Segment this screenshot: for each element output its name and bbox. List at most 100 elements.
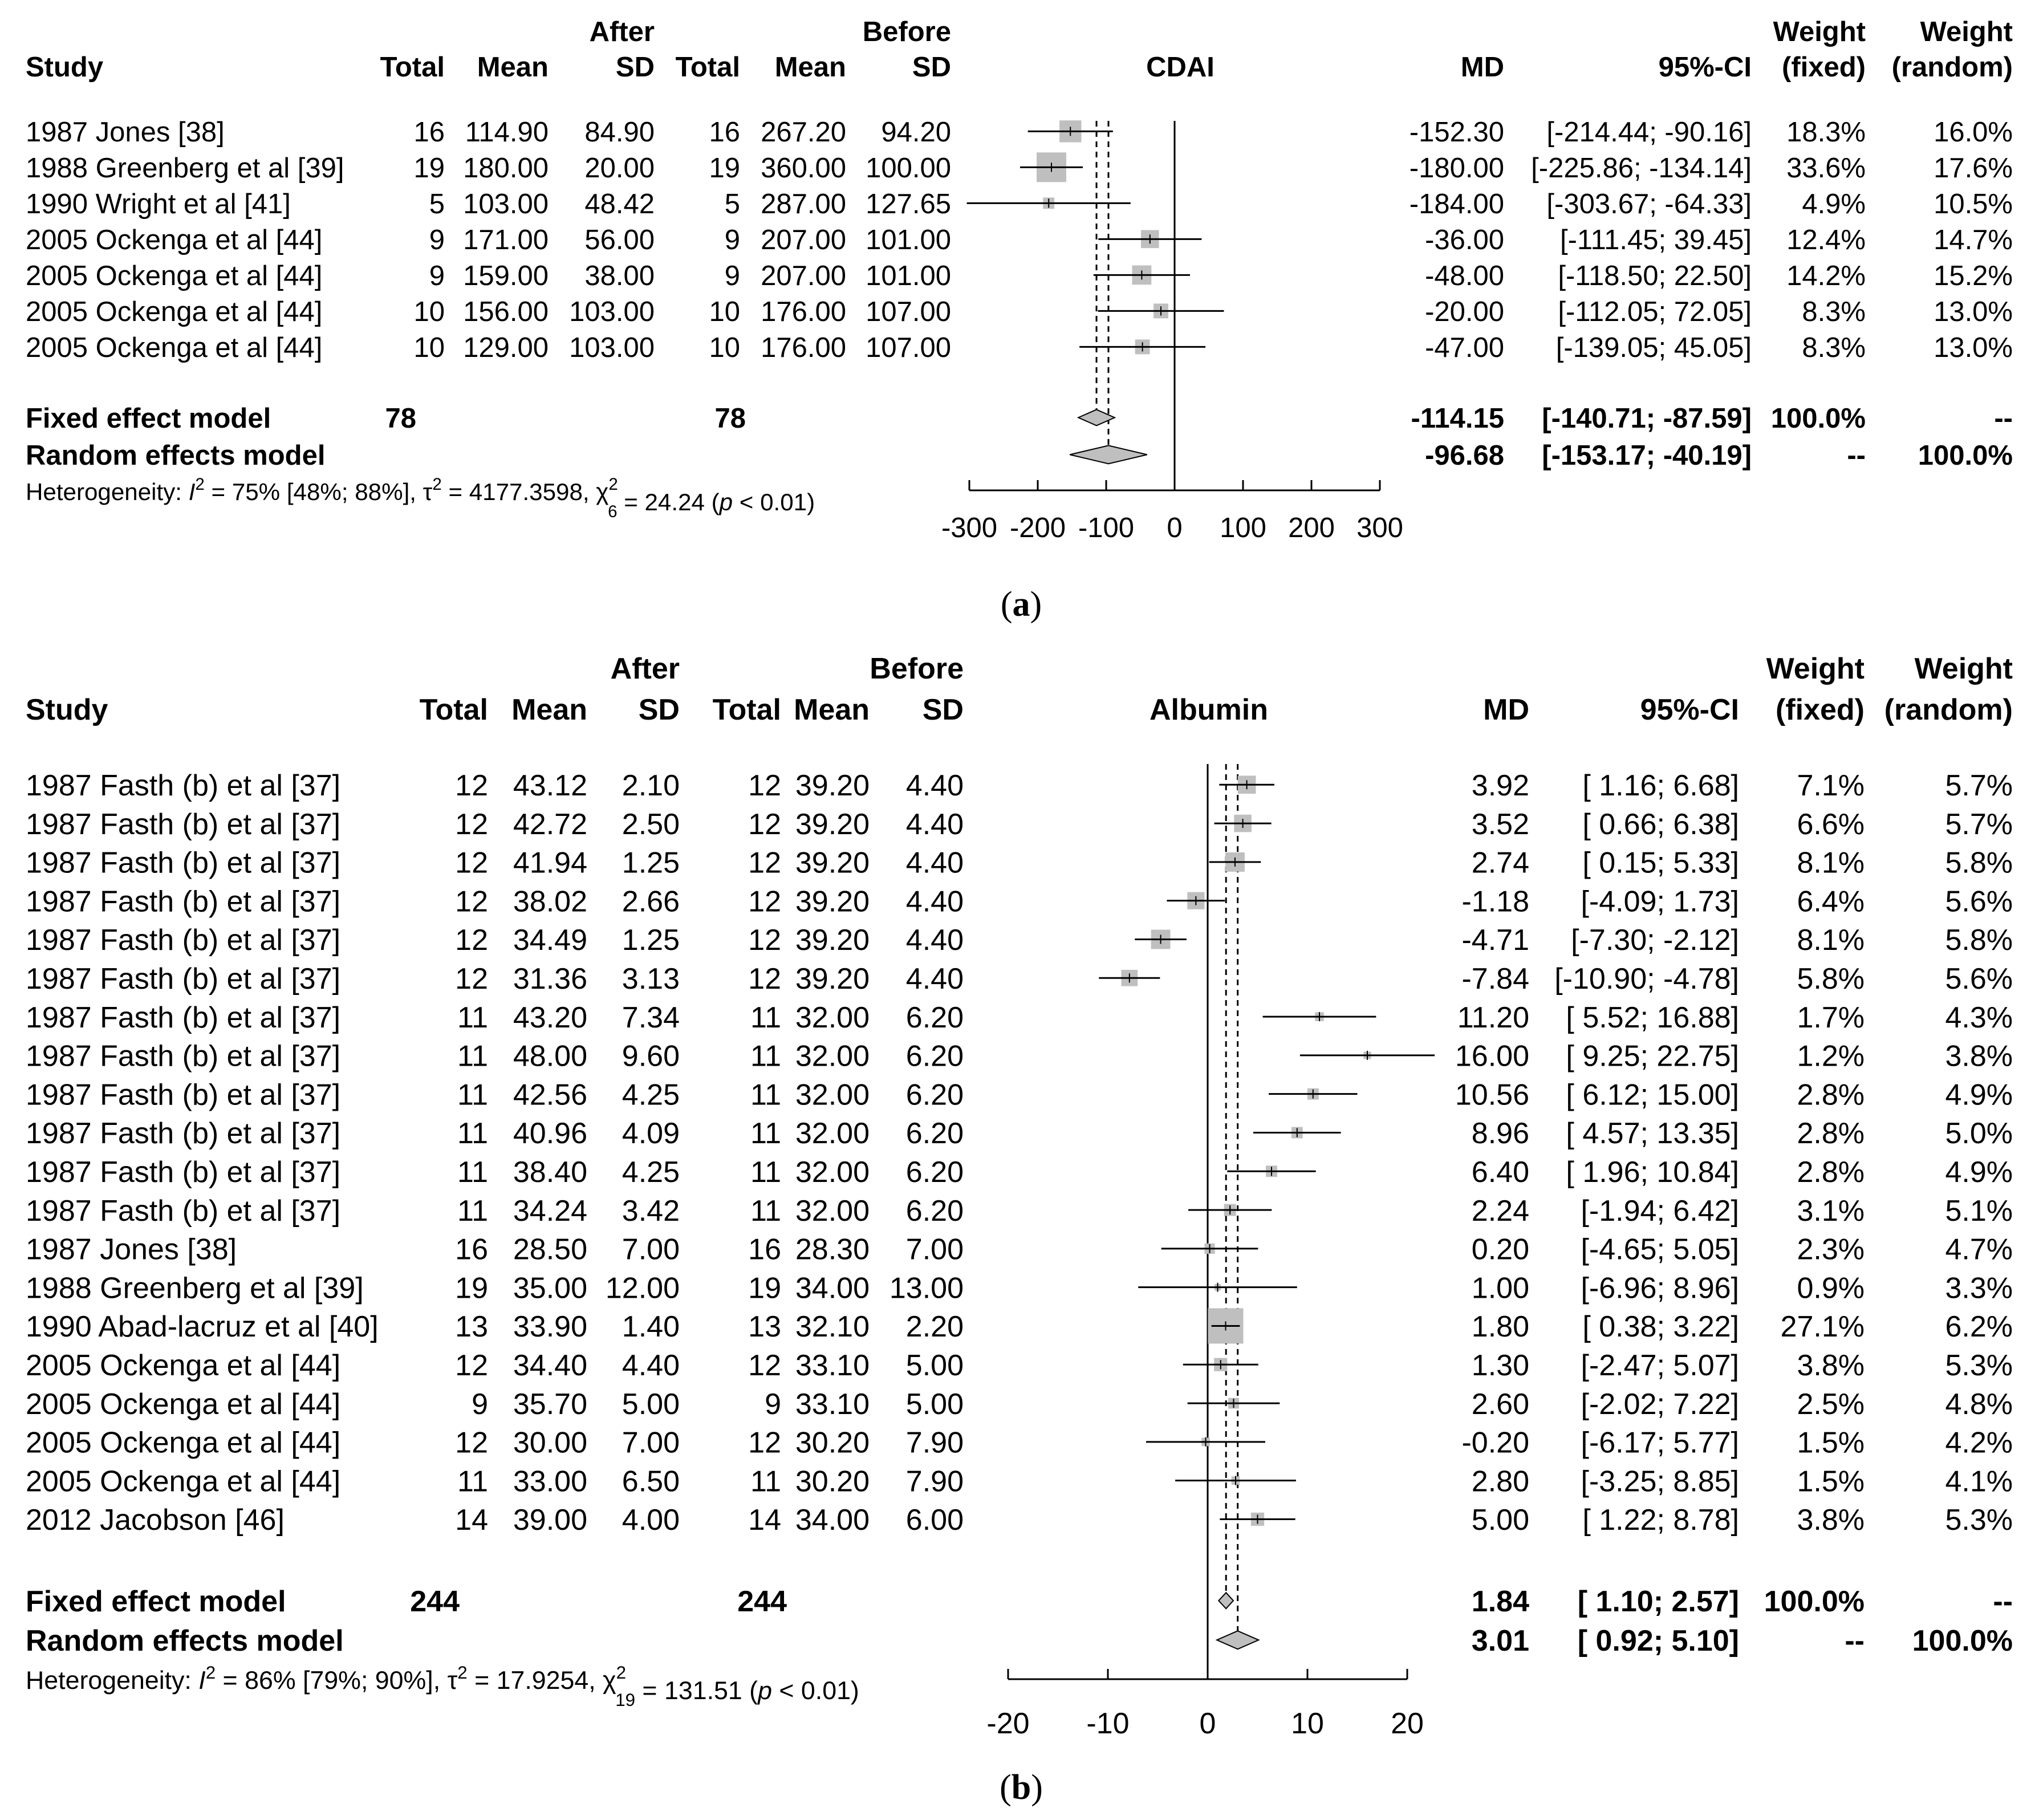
after-sd: 4.00 — [622, 1504, 680, 1537]
study-label: 1990 Abad-lacruz et al [40] — [26, 1310, 379, 1343]
fixed-ci: [-140.71; -87.59] — [1542, 403, 1752, 434]
random-weight-fixed: -- — [1845, 1624, 1865, 1658]
after-mean: 33.90 — [513, 1310, 587, 1343]
before-total: 10 — [709, 296, 740, 327]
study-weight-random: 4.9% — [1945, 1156, 2013, 1189]
study-ci: [ 5.52; 16.88] — [1566, 1001, 1739, 1034]
before-total: 11 — [750, 1465, 781, 1498]
study-weight-random: 17.6% — [1934, 153, 2013, 184]
before-sd: 7.90 — [906, 1427, 964, 1460]
study-label: 1987 Fasth (b) et al [37] — [26, 962, 340, 996]
before-sd: 6.20 — [906, 1040, 964, 1073]
header-ci: 95%-CI — [1640, 693, 1739, 726]
before-mean: 30.20 — [795, 1465, 870, 1498]
study-weight-fixed: 2.5% — [1797, 1388, 1865, 1421]
after-sd: 4.25 — [622, 1078, 680, 1111]
after-mean: 34.40 — [513, 1349, 587, 1382]
study-weight-random: 5.0% — [1945, 1117, 2013, 1150]
study-weight-fixed: 8.3% — [1802, 296, 1866, 327]
after-total: 9 — [472, 1388, 488, 1421]
fixed-model-label: Fixed effect model — [26, 403, 271, 434]
study-weight-fixed: 2.8% — [1797, 1156, 1865, 1189]
before-mean: 32.00 — [795, 1195, 870, 1228]
after-total: 10 — [413, 332, 445, 363]
study-label: 1987 Fasth (b) et al [37] — [26, 1001, 340, 1034]
header-before-total: Total — [713, 693, 781, 726]
before-sd: 6.20 — [906, 1001, 964, 1034]
before-sd: 7.00 — [906, 1233, 964, 1266]
random-weight-fixed: -- — [1847, 440, 1866, 471]
study-weight-fixed: 2.8% — [1797, 1117, 1865, 1150]
header-after-mean: Mean — [511, 693, 587, 726]
study-md: 2.24 — [1472, 1195, 1529, 1228]
study-weight-fixed: 33.6% — [1786, 153, 1866, 184]
study-md: 3.52 — [1472, 808, 1529, 841]
before-mean: 34.00 — [795, 1271, 870, 1305]
before-sd: 2.20 — [906, 1310, 964, 1343]
before-mean: 32.00 — [795, 1156, 870, 1189]
before-total: 9 — [765, 1388, 781, 1421]
before-total: 16 — [709, 117, 740, 148]
study-md: 0.20 — [1472, 1233, 1529, 1266]
after-total: 11 — [457, 1078, 488, 1111]
after-total: 12 — [455, 769, 488, 802]
after-sd: 1.25 — [622, 924, 680, 957]
before-mean: 33.10 — [795, 1349, 870, 1382]
after-total: 16 — [455, 1233, 488, 1266]
before-mean: 39.20 — [795, 769, 870, 802]
study-weight-random: 5.6% — [1945, 962, 2013, 996]
study-weight-random: 13.0% — [1934, 332, 2013, 363]
study-label: 1990 Wright et al [41] — [26, 189, 291, 220]
fixed-weight-random: -- — [1994, 403, 2013, 434]
study-weight-random: 4.7% — [1945, 1233, 2013, 1266]
after-sd: 3.42 — [622, 1195, 680, 1228]
fixed-weight-fixed: 100.0% — [1771, 403, 1866, 434]
before-sd: 107.00 — [866, 296, 951, 327]
before-mean: 39.20 — [795, 962, 870, 996]
after-mean: 180.00 — [463, 153, 549, 184]
study-md: 1.00 — [1472, 1271, 1529, 1305]
before-sd: 6.20 — [906, 1078, 964, 1111]
x-axis-tick-label: 300 — [1356, 513, 1403, 543]
after-sd: 6.50 — [622, 1465, 680, 1498]
before-mean: 32.10 — [795, 1310, 870, 1343]
study-ci: [ 4.57; 13.35] — [1566, 1117, 1739, 1150]
x-axis-tick-label: -300 — [941, 513, 997, 543]
random-md: 3.01 — [1472, 1624, 1529, 1658]
header-after-mean: Mean — [477, 52, 549, 83]
before-total: 11 — [750, 1156, 781, 1189]
study-weight-random: 4.3% — [1945, 1001, 2013, 1034]
study-label: 1988 Greenberg et al [39] — [26, 1271, 364, 1305]
study-weight-random: 16.0% — [1934, 117, 2013, 148]
study-md: -184.00 — [1410, 189, 1504, 220]
study-weight-random: 14.7% — [1934, 225, 2013, 255]
after-sd: 56.00 — [584, 225, 655, 255]
study-ci: [-1.94; 6.42] — [1581, 1195, 1739, 1228]
after-sd: 7.34 — [622, 1001, 680, 1034]
fixed-md: 1.84 — [1472, 1585, 1529, 1618]
study-weight-fixed: 7.1% — [1797, 769, 1865, 802]
study-weight-fixed: 1.2% — [1797, 1040, 1865, 1073]
random-effect-diamond — [1069, 445, 1148, 465]
header-before: Before — [870, 652, 964, 685]
before-sd: 127.65 — [866, 189, 951, 220]
before-total: 9 — [725, 225, 740, 255]
before-mean: 32.00 — [795, 1040, 870, 1073]
fixed-ci: [ 1.10; 2.57] — [1578, 1585, 1739, 1618]
header-weight-random-sub: (random) — [1884, 693, 2013, 726]
before-mean: 39.20 — [795, 847, 870, 880]
study-md: 8.96 — [1472, 1117, 1529, 1150]
after-sd: 84.90 — [584, 117, 655, 148]
header-before-sd: SD — [912, 52, 951, 83]
before-total: 12 — [748, 885, 781, 918]
after-total: 19 — [455, 1271, 488, 1305]
before-sd: 94.20 — [881, 117, 951, 148]
after-total: 9 — [429, 261, 445, 291]
before-mean: 32.00 — [795, 1117, 870, 1150]
fixed-weight-fixed: 100.0% — [1764, 1585, 1865, 1618]
before-total: 12 — [748, 769, 781, 802]
before-total: 16 — [748, 1233, 781, 1266]
after-total: 10 — [413, 296, 445, 327]
before-mean: 32.00 — [795, 1001, 870, 1034]
study-weight-random: 15.2% — [1934, 261, 2013, 291]
